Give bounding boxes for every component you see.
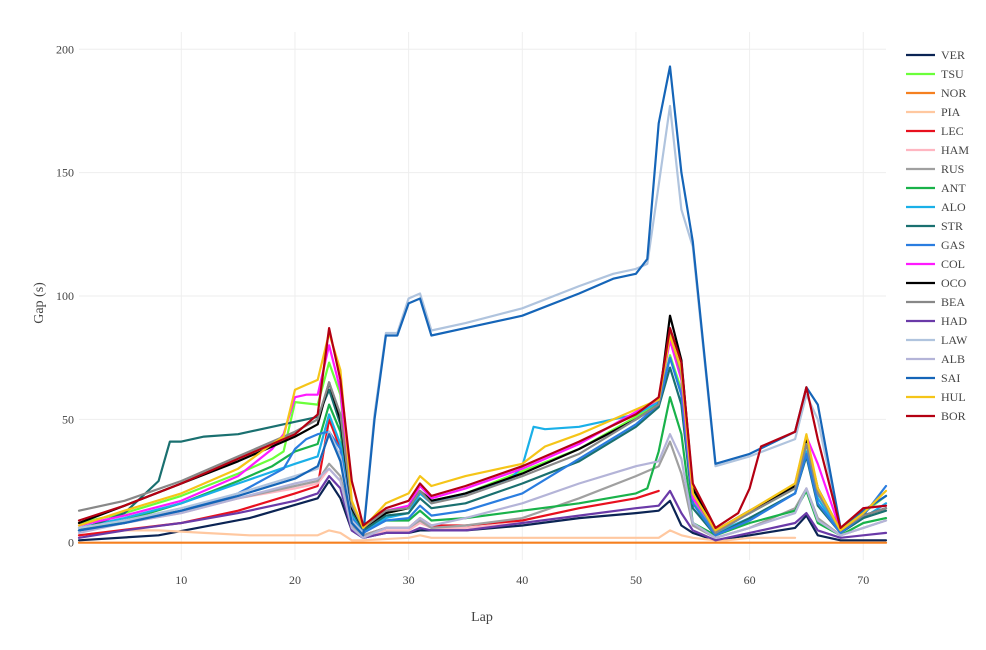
legend-label: SAI: [941, 371, 960, 385]
x-tick-label: 30: [403, 573, 415, 587]
legend-label: COL: [941, 257, 965, 271]
series-line-ant: [77, 396, 888, 537]
legend-label: PIA: [941, 105, 961, 119]
series-line-ver: [77, 479, 888, 542]
legend-item-sai[interactable]: SAI: [906, 371, 960, 385]
legend-item-hul[interactable]: HUL: [906, 390, 966, 404]
series-line-alb: [77, 433, 888, 539]
legend-label: BOR: [941, 409, 966, 423]
legend-item-alb[interactable]: ALB: [906, 352, 965, 366]
legend-label: ALO: [941, 200, 966, 214]
series-line-law: [77, 104, 888, 534]
legend-item-col[interactable]: COL: [906, 257, 965, 271]
x-tick-label: 70: [857, 573, 869, 587]
series-line-sai: [77, 65, 888, 537]
legend-item-bor[interactable]: BOR: [906, 409, 966, 423]
y-tick-label: 0: [68, 536, 74, 550]
legend-item-ver[interactable]: VER: [906, 48, 965, 62]
series-line-pia: [77, 529, 797, 542]
legend-label: GAS: [941, 238, 965, 252]
x-tick-label: 50: [630, 573, 642, 587]
y-tick-label: 150: [56, 166, 74, 180]
y-axis-ticks: 0 50 100 150 200: [56, 42, 74, 549]
legend-item-alo[interactable]: ALO: [906, 200, 966, 214]
legend-label: ANT: [941, 181, 966, 195]
legend-item-lec[interactable]: LEC: [906, 124, 964, 138]
legend-label: LAW: [941, 333, 968, 347]
x-tick-label: 10: [175, 573, 187, 587]
series-line-bea: [77, 331, 888, 534]
series-line-had: [77, 475, 888, 542]
legend-label: ALB: [941, 352, 965, 366]
legend-item-ant[interactable]: ANT: [906, 181, 966, 195]
series-line-hul: [77, 331, 888, 532]
legend-label: RUS: [941, 162, 964, 176]
x-tick-label: 40: [516, 573, 528, 587]
legend-item-str[interactable]: STR: [906, 219, 963, 233]
y-axis-title: Gap (s): [32, 282, 47, 324]
legend-item-oco[interactable]: OCO: [906, 276, 967, 290]
legend-item-law[interactable]: LAW: [906, 333, 968, 347]
legend-item-bea[interactable]: BEA: [906, 295, 965, 309]
legend-label: BEA: [941, 295, 965, 309]
legend-item-pia[interactable]: PIA: [906, 105, 961, 119]
legend-label: NOR: [941, 86, 966, 100]
legend-item-ham[interactable]: HAM: [906, 143, 969, 157]
x-axis-ticks: 10 20 30 40 50 60 70: [175, 573, 869, 587]
series-lines: [77, 65, 888, 544]
y-tick-label: 50: [62, 412, 74, 426]
y-tick-label: 200: [56, 42, 74, 56]
x-tick-label: 20: [289, 573, 301, 587]
legend-label: OCO: [941, 276, 967, 290]
x-axis-title: Lap: [471, 610, 493, 625]
legend-label: TSU: [941, 67, 964, 81]
series-line-bor: [77, 327, 888, 529]
series-line-gas: [77, 356, 888, 537]
series-line-rus: [77, 440, 888, 539]
legend-label: LEC: [941, 124, 964, 138]
legend[interactable]: VER TSU NOR PIA LEC HAM RUS ANT ALO STR GAS COL OCO B…: [906, 48, 969, 423]
legend-item-nor[interactable]: NOR: [906, 86, 966, 100]
legend-label: HAM: [941, 143, 969, 157]
legend-label: STR: [941, 219, 963, 233]
legend-item-gas[interactable]: GAS: [906, 238, 965, 252]
legend-label: HUL: [941, 390, 966, 404]
legend-item-tsu[interactable]: TSU: [906, 67, 964, 81]
x-tick-label: 60: [744, 573, 756, 587]
legend-item-rus[interactable]: RUS: [906, 162, 964, 176]
legend-item-had[interactable]: HAD: [906, 314, 967, 328]
legend-label: HAD: [941, 314, 967, 328]
legend-label: VER: [941, 48, 965, 62]
y-tick-label: 100: [56, 289, 74, 303]
